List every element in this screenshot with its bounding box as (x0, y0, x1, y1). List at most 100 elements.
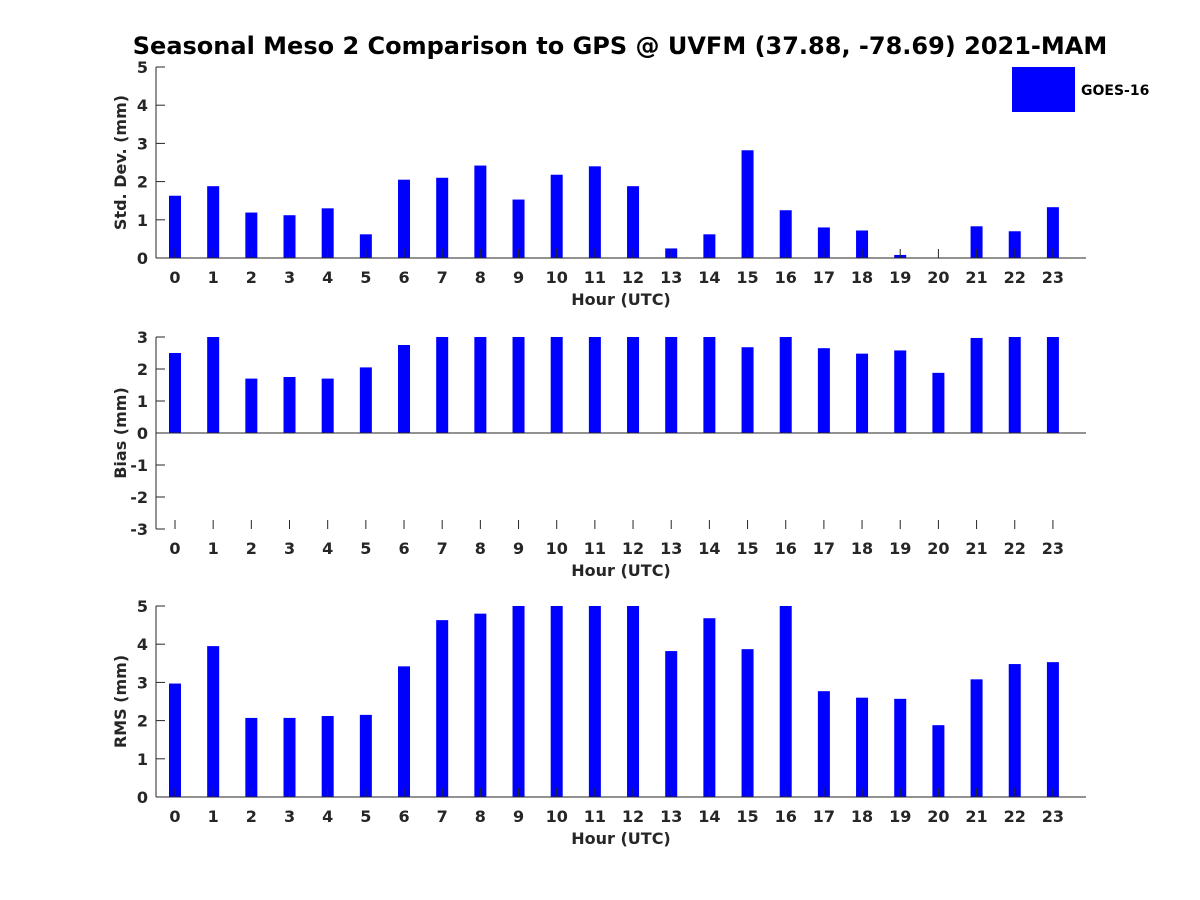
x-tick-label: 20 (927, 268, 949, 287)
x-tick-label: 21 (965, 539, 987, 558)
bar-std-9 (512, 199, 525, 258)
x-tick-label: 5 (360, 268, 371, 287)
bar-rms-1 (207, 646, 220, 797)
x-tick-label: 19 (889, 268, 911, 287)
legend-swatch (1012, 67, 1075, 112)
bar-std-10 (550, 174, 563, 258)
x-tick-label: 14 (698, 807, 720, 826)
x-tick-label: 19 (889, 807, 911, 826)
x-tick-label: 6 (398, 539, 409, 558)
x-tick-label: 18 (851, 268, 873, 287)
bar-bias-18 (856, 353, 869, 433)
x-tick-label: 16 (775, 807, 797, 826)
x-tick-label: 3 (284, 807, 295, 826)
x-tick-label: 5 (360, 807, 371, 826)
bar-rms-12 (627, 606, 640, 797)
bar-rms-4 (321, 716, 334, 797)
y-axis-label: Std. Dev. (mm) (111, 95, 130, 230)
x-tick-label: 15 (736, 539, 758, 558)
bar-std-6 (398, 179, 411, 258)
bar-std-22 (1008, 231, 1021, 258)
x-tick-label: 15 (736, 268, 758, 287)
y-tick-label: 1 (137, 750, 148, 769)
x-tick-label: 9 (513, 807, 524, 826)
bar-std-14 (703, 234, 716, 258)
y-tick-label: 5 (137, 58, 148, 77)
bar-std-0 (169, 195, 181, 258)
y-tick-label: -3 (130, 520, 148, 539)
y-tick-label: 0 (137, 788, 148, 807)
x-tick-label: 19 (889, 539, 911, 558)
y-tick-label: 2 (137, 360, 148, 379)
y-tick-label: 4 (137, 96, 148, 115)
x-tick-label: 13 (660, 539, 682, 558)
x-tick-label: 10 (546, 268, 568, 287)
x-tick-label: 0 (169, 807, 180, 826)
x-axis-label: Hour (UTC) (571, 561, 671, 580)
x-axis-label: Hour (UTC) (571, 290, 671, 309)
x-tick-label: 4 (322, 539, 333, 558)
bar-std-17 (817, 227, 830, 258)
y-axis-label: RMS (mm) (111, 655, 130, 748)
bar-bias-22 (1008, 337, 1021, 433)
bar-std-4 (321, 208, 334, 258)
bar-bias-23 (1046, 337, 1059, 433)
x-tick-label: 2 (246, 268, 257, 287)
x-tick-label: 6 (398, 268, 409, 287)
bar-bias-17 (817, 348, 830, 433)
x-tick-label: 20 (927, 807, 949, 826)
y-tick-label: 4 (137, 635, 148, 654)
x-tick-label: 11 (584, 539, 606, 558)
x-tick-label: 2 (246, 539, 257, 558)
x-tick-label: 17 (813, 807, 835, 826)
x-tick-label: 20 (927, 539, 949, 558)
bar-bias-1 (207, 337, 220, 433)
x-tick-label: 1 (208, 807, 219, 826)
x-tick-label: 7 (437, 539, 448, 558)
legend: GOES-16 (1012, 67, 1149, 112)
bar-bias-7 (436, 337, 449, 433)
bar-rms-14 (703, 618, 716, 797)
bar-bias-19 (894, 350, 907, 433)
x-tick-label: 21 (965, 807, 987, 826)
bar-std-23 (1046, 207, 1059, 258)
x-tick-label: 12 (622, 539, 644, 558)
bar-std-2 (245, 212, 258, 258)
x-tick-label: 3 (284, 539, 295, 558)
bar-bias-9 (512, 337, 525, 433)
bar-std-12 (627, 186, 640, 258)
x-tick-label: 5 (360, 539, 371, 558)
bar-rms-5 (359, 714, 372, 797)
bar-rms-7 (436, 620, 449, 797)
x-tick-label: 16 (775, 539, 797, 558)
bar-std-5 (359, 234, 372, 258)
x-tick-label: 6 (398, 807, 409, 826)
x-tick-label: 8 (475, 807, 486, 826)
bar-rms-13 (665, 651, 678, 797)
x-tick-label: 0 (169, 268, 180, 287)
bar-std-8 (474, 165, 487, 258)
x-tick-label: 4 (322, 268, 333, 287)
y-tick-label: -2 (130, 488, 148, 507)
bar-rms-16 (779, 606, 792, 797)
y-tick-label: 1 (137, 211, 148, 230)
bar-bias-13 (665, 337, 678, 433)
bar-rms-10 (550, 606, 563, 797)
bar-std-7 (436, 177, 449, 258)
x-tick-label: 9 (513, 539, 524, 558)
y-tick-label: 3 (137, 673, 148, 692)
bar-bias-14 (703, 337, 716, 433)
bar-rms-17 (817, 691, 830, 797)
bar-std-1 (207, 186, 220, 258)
x-tick-label: 8 (475, 539, 486, 558)
x-tick-label: 17 (813, 539, 835, 558)
bar-bias-0 (169, 353, 181, 433)
x-tick-label: 3 (284, 268, 295, 287)
x-tick-label: 10 (546, 807, 568, 826)
x-tick-label: 8 (475, 268, 486, 287)
legend-label: GOES-16 (1081, 83, 1149, 99)
bar-bias-8 (474, 337, 487, 433)
x-tick-label: 12 (622, 807, 644, 826)
